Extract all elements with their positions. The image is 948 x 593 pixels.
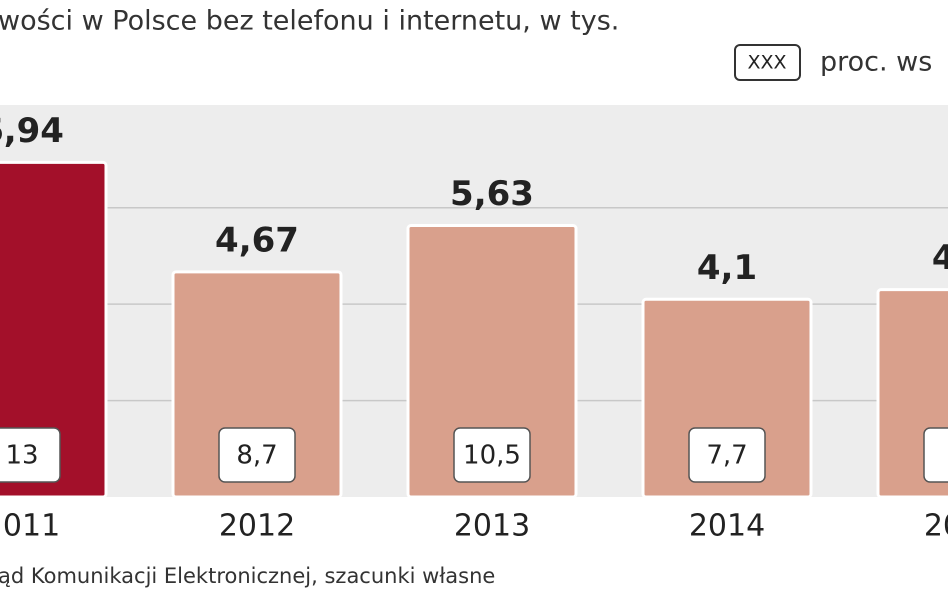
percent-box <box>923 427 948 483</box>
source: ąd Komunikacji Elektronicznej, szacunki … <box>0 564 495 588</box>
x-tick-label: 2011 <box>0 509 60 544</box>
x-tick-label: 2013 <box>454 509 530 544</box>
bar <box>641 297 813 499</box>
x-tick-label: 2014 <box>689 509 765 544</box>
value-label: 6,94 <box>0 111 64 151</box>
chart-title: wości w Polsce bez telefonu i internetu,… <box>0 6 619 37</box>
value-label: 4,67 <box>215 220 299 260</box>
value-label: 4,3 <box>932 238 948 278</box>
bar <box>0 160 108 499</box>
value-label: 4,1 <box>697 248 757 288</box>
percent-box <box>0 427 61 483</box>
bar <box>406 224 578 499</box>
bar <box>171 270 343 499</box>
legend-box <box>734 44 801 81</box>
percent-label: 10,5 <box>463 441 521 471</box>
percent-box <box>453 427 531 483</box>
percent-box <box>218 427 296 483</box>
percent-box <box>688 427 766 483</box>
percent-label: 13 <box>5 441 38 471</box>
legend-label: proc. ws <box>820 47 932 78</box>
percent-label: 7,7 <box>706 441 747 471</box>
x-tick-label: 2012 <box>219 509 295 544</box>
legend-box-label: XXX <box>747 52 786 74</box>
value-label: 5,63 <box>450 174 534 214</box>
percent-label: 8,7 <box>236 441 277 471</box>
x-tick-label: 2015 <box>924 509 948 544</box>
